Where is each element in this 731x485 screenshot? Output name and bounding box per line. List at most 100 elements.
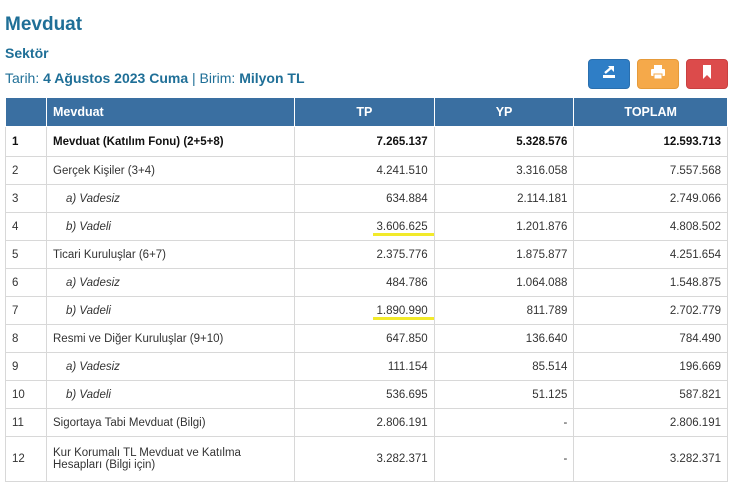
row-number: 6	[5, 268, 47, 297]
row-sublabel: b) Vadeli	[66, 220, 111, 233]
bookmark-icon	[700, 64, 714, 85]
row-label: a) Vadesiz	[46, 268, 295, 297]
table-row: 7 b) Vadeli 1.890.990 811.789 2.702.779	[5, 296, 728, 325]
row-number: 10	[5, 380, 47, 409]
tp-cell: 647.850	[294, 324, 435, 353]
column-header-no	[5, 97, 47, 127]
yp-cell: 2.114.181	[433, 184, 575, 213]
yp-cell: 1.064.088	[433, 268, 575, 297]
bookmark-button[interactable]	[686, 59, 728, 89]
tp-cell: 634.884	[294, 184, 435, 213]
total-cell: 12.593.713	[573, 126, 728, 157]
export-icon	[600, 64, 618, 85]
yp-cell: 5.328.576	[433, 126, 575, 157]
tp-cell: 2.375.776	[294, 240, 435, 269]
page-subtitle: Sektör	[5, 45, 49, 61]
row-label: Kur Korumalı TL Mevduat ve Katılma Hesap…	[46, 436, 295, 482]
row-number: 4	[5, 212, 47, 241]
yp-cell: 136.640	[433, 324, 575, 353]
total-cell: 4.251.654	[573, 240, 728, 269]
table-row: 8 Resmi ve Diğer Kuruluşlar (9+10) 647.8…	[5, 324, 728, 353]
date-unit-line: Tarih: 4 Ağustos 2023 Cuma | Birim: Mily…	[5, 70, 305, 86]
row-number: 8	[5, 324, 47, 353]
row-sublabel: b) Vadeli	[66, 388, 111, 401]
toolbar	[588, 59, 728, 89]
yp-cell: -	[433, 436, 575, 482]
yp-cell: 1.875.877	[433, 240, 575, 269]
row-label: b) Vadeli	[46, 296, 295, 325]
total-cell: 2.702.779	[573, 296, 728, 325]
tp-cell: 7.265.137	[294, 126, 435, 157]
tp-cell: 4.241.510	[294, 156, 435, 185]
table-row: 2 Gerçek Kişiler (3+4) 4.241.510 3.316.0…	[5, 156, 728, 185]
total-cell: 587.821	[573, 380, 728, 409]
tp-cell: 484.786	[294, 268, 435, 297]
tp-cell: 2.806.191	[294, 408, 435, 437]
yp-cell: 811.789	[433, 296, 575, 325]
row-label: a) Vadesiz	[46, 352, 295, 381]
table-row: 9 a) Vadesiz 111.154 85.514 196.669	[5, 352, 728, 381]
table-row: 6 a) Vadesiz 484.786 1.064.088 1.548.875	[5, 268, 728, 297]
date-label: Tarih:	[5, 70, 40, 86]
row-number: 1	[5, 126, 47, 157]
highlighted-value: 1.890.990	[372, 304, 434, 320]
column-header-tp: TP	[294, 97, 435, 127]
row-sublabel: a) Vadesiz	[66, 276, 120, 289]
row-label: Resmi ve Diğer Kuruluşlar (9+10)	[46, 324, 295, 353]
row-label: b) Vadeli	[46, 212, 295, 241]
table-row: 5 Ticari Kuruluşlar (6+7) 2.375.776 1.87…	[5, 240, 728, 269]
table-row: 10 b) Vadeli 536.695 51.125 587.821	[5, 380, 728, 409]
printer-icon	[649, 64, 667, 85]
tp-cell: 111.154	[294, 352, 435, 381]
yp-cell: 51.125	[433, 380, 575, 409]
total-cell: 7.557.568	[573, 156, 728, 185]
row-number: 9	[5, 352, 47, 381]
total-cell: 784.490	[573, 324, 728, 353]
table-row: 12 Kur Korumalı TL Mevduat ve Katılma He…	[5, 436, 728, 482]
tp-cell: 1.890.990	[294, 296, 435, 325]
row-number: 5	[5, 240, 47, 269]
tp-cell: 3.282.371	[294, 436, 435, 482]
row-sublabel: a) Vadesiz	[66, 192, 120, 205]
unit-value: Milyon TL	[239, 70, 305, 86]
total-cell: 2.749.066	[573, 184, 728, 213]
yp-cell: -	[433, 408, 575, 437]
row-sublabel: b) Vadeli	[66, 304, 111, 317]
column-header-yp: YP	[433, 97, 575, 127]
row-label: b) Vadeli	[46, 380, 295, 409]
row-number: 7	[5, 296, 47, 325]
tp-cell: 3.606.625	[294, 212, 435, 241]
total-cell: 1.548.875	[573, 268, 728, 297]
row-number: 12	[5, 436, 47, 482]
deposit-table: Mevduat TP YP TOPLAM 1 Mevduat (Katılım …	[5, 97, 728, 482]
total-cell: 3.282.371	[573, 436, 728, 482]
tp-cell: 536.695	[294, 380, 435, 409]
table-row: 1 Mevduat (Katılım Fonu) (2+5+8) 7.265.1…	[5, 126, 728, 157]
total-cell: 4.808.502	[573, 212, 728, 241]
row-label: Mevduat (Katılım Fonu) (2+5+8)	[46, 126, 295, 157]
column-header-mevduat: Mevduat	[46, 97, 295, 127]
row-label: Sigortaya Tabi Mevduat (Bilgi)	[46, 408, 295, 437]
total-cell: 2.806.191	[573, 408, 728, 437]
row-number: 3	[5, 184, 47, 213]
column-header-toplam: TOPLAM	[573, 97, 728, 127]
row-sublabel: a) Vadesiz	[66, 360, 120, 373]
row-label: a) Vadesiz	[46, 184, 295, 213]
print-button[interactable]	[637, 59, 679, 89]
unit-label: | Birim:	[192, 70, 236, 86]
page-title: Mevduat	[5, 14, 83, 35]
table-row: 3 a) Vadesiz 634.884 2.114.181 2.749.066	[5, 184, 728, 213]
export-button[interactable]	[588, 59, 630, 89]
highlighted-value: 3.606.625	[372, 220, 434, 236]
row-number: 2	[5, 156, 47, 185]
table-row: 4 b) Vadeli 3.606.625 1.201.876 4.808.50…	[5, 212, 728, 241]
date-value: 4 Ağustos 2023 Cuma	[43, 70, 189, 86]
table-row: 11 Sigortaya Tabi Mevduat (Bilgi) 2.806.…	[5, 408, 728, 437]
row-label: Gerçek Kişiler (3+4)	[46, 156, 295, 185]
yp-cell: 3.316.058	[433, 156, 575, 185]
row-label: Ticari Kuruluşlar (6+7)	[46, 240, 295, 269]
total-cell: 196.669	[573, 352, 728, 381]
table-header-row: Mevduat TP YP TOPLAM	[5, 97, 728, 127]
yp-cell: 85.514	[433, 352, 575, 381]
row-number: 11	[5, 408, 47, 437]
